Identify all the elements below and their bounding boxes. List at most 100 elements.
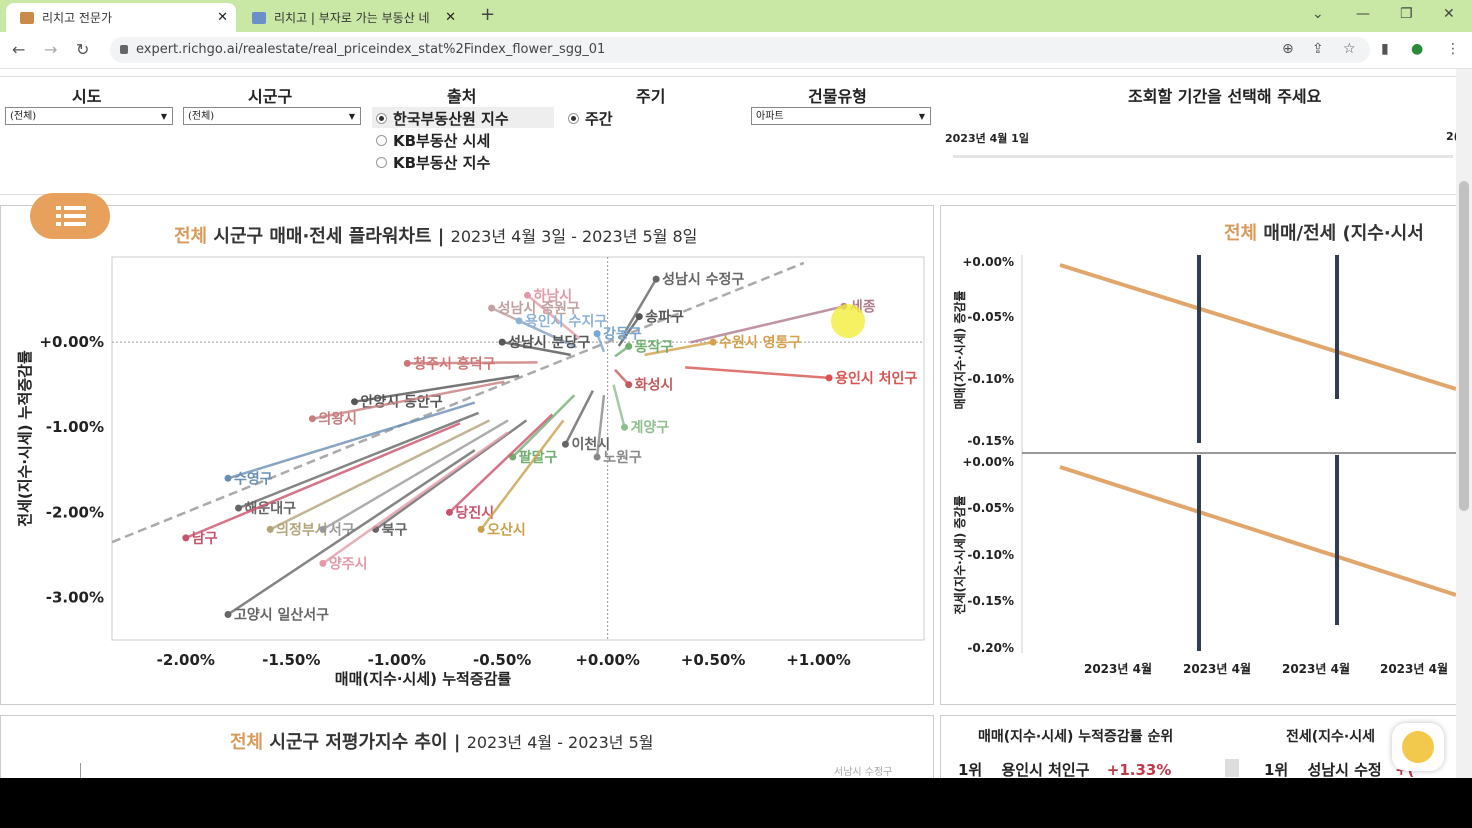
sido-select[interactable]: (전체) ▼ bbox=[5, 107, 173, 125]
series-line bbox=[185, 422, 461, 540]
share-icon[interactable]: ⇪ bbox=[1312, 41, 1324, 57]
minimize-icon[interactable]: — bbox=[1356, 6, 1370, 22]
series-line bbox=[617, 315, 641, 347]
list-icon bbox=[56, 206, 86, 226]
tab-title: 리치고 전문가 bbox=[42, 11, 113, 25]
sigungu-value: (전체) bbox=[188, 111, 215, 122]
point-label: 의정부시 bbox=[276, 521, 328, 538]
rank-scrollbar[interactable] bbox=[1225, 759, 1239, 777]
date-start: 2023년 4월 1일 bbox=[945, 132, 1029, 145]
title-highlight: 전체 bbox=[174, 226, 208, 247]
point-label: 계양구 bbox=[631, 420, 670, 436]
series-line bbox=[480, 419, 565, 531]
bottom-y-tick: -0.15% bbox=[967, 594, 1014, 608]
radio-label: 주간 bbox=[585, 110, 613, 128]
sale-rank-row[interactable]: 1위 용인시 처인구 +1.33% bbox=[958, 759, 1171, 778]
period-label: 주기 bbox=[636, 87, 666, 106]
point-label: 성남시 중원구 bbox=[498, 300, 580, 317]
building-value: 아파트 bbox=[756, 111, 784, 122]
title-separator: | bbox=[453, 732, 461, 753]
url-field[interactable]: expert.richgo.ai/realestate/real_pricein… bbox=[110, 37, 1370, 63]
series-line bbox=[354, 374, 520, 403]
rent-rank-row[interactable]: 1위 성남시 수정 +( bbox=[1264, 759, 1414, 778]
reload-icon[interactable]: ↻ bbox=[76, 40, 90, 59]
data-point bbox=[488, 304, 496, 312]
trend-line bbox=[111, 261, 805, 544]
trend-chart-title: 전체 매매/전세 (지수·시서 bbox=[1224, 219, 1424, 245]
sidepanel-icon[interactable]: ▮ bbox=[1381, 41, 1389, 57]
x-tick-label: 2023년 4월 bbox=[1380, 661, 1448, 676]
series-line bbox=[685, 366, 830, 380]
data-point bbox=[445, 508, 453, 516]
tab-search-chevron-icon[interactable]: ⌄ bbox=[1312, 6, 1324, 22]
chat-bot-avatar[interactable] bbox=[1392, 723, 1444, 771]
x-tick-label: +0.00% bbox=[575, 651, 640, 669]
x-tick-label: -2.00% bbox=[157, 651, 215, 669]
bottom-y-label: 전세(지수·시세) 증감률 bbox=[952, 495, 967, 614]
y-tick-label: -2.00% bbox=[46, 503, 104, 521]
point-label: 고양시 일산서구 bbox=[234, 606, 329, 623]
radio-checked-icon bbox=[568, 113, 579, 124]
period-radio-weekly[interactable]: 주간 bbox=[568, 108, 613, 129]
browser-tab-active[interactable]: 리치고 전문가 ✕ bbox=[6, 3, 236, 32]
point-label: 해운대구 bbox=[245, 501, 297, 517]
source-label: 출처 bbox=[447, 87, 477, 106]
point-label: 팔달구 bbox=[519, 449, 558, 466]
page-scrollbar-thumb[interactable] bbox=[1459, 181, 1469, 511]
source-radio-kb-price[interactable]: KB부동산 시세 bbox=[376, 130, 490, 151]
point-label: 청주시 흥덕구 bbox=[413, 355, 495, 372]
browser-tab[interactable]: 리치고 | 부자로 가는 부동산 네 ✕ bbox=[238, 3, 464, 32]
x-tick-label: -1.50% bbox=[262, 651, 320, 669]
dropdown-arrow-icon: ▼ bbox=[348, 112, 355, 121]
data-point bbox=[224, 610, 232, 618]
zoom-icon[interactable]: ⊕ bbox=[1282, 41, 1294, 57]
menu-kebab-icon[interactable]: ⋮ bbox=[1446, 41, 1460, 57]
y-tick-label: +0.00% bbox=[39, 333, 104, 351]
divider bbox=[0, 76, 1456, 77]
axis-line bbox=[80, 763, 81, 778]
sido-value: (전체) bbox=[10, 111, 37, 122]
close-tab-icon[interactable]: ✕ bbox=[445, 10, 456, 25]
forward-icon[interactable]: → bbox=[44, 40, 58, 59]
series-line bbox=[227, 401, 476, 480]
series-line bbox=[407, 361, 538, 365]
sigungu-select[interactable]: (전체) ▼ bbox=[183, 107, 361, 125]
title-subtitle: 2023년 4월 3일 - 2023년 5월 8일 bbox=[450, 227, 698, 246]
series-line bbox=[595, 394, 606, 458]
x-tick-label: 2023년 4월 bbox=[1282, 661, 1350, 676]
series-line bbox=[511, 394, 576, 458]
back-icon[interactable]: ← bbox=[12, 40, 26, 59]
source-radio-kb-index[interactable]: KB부동산 지수 bbox=[376, 152, 490, 173]
x-tick-label: +1.00% bbox=[786, 651, 851, 669]
radio-label: KB부동산 시세 bbox=[393, 132, 491, 150]
point-label: 북구 bbox=[382, 522, 408, 538]
series-line bbox=[623, 278, 658, 334]
date-range-slider[interactable] bbox=[953, 155, 1453, 158]
sale-trend-line bbox=[1059, 263, 1456, 391]
top-y-tick: -0.05% bbox=[967, 310, 1014, 324]
new-tab-icon[interactable]: + bbox=[480, 4, 496, 25]
point-label: 동작구 bbox=[635, 338, 674, 355]
point-label: 수원시 영통구 bbox=[719, 334, 801, 351]
point-label: 성남시 분당구 bbox=[508, 334, 590, 351]
point-label: 노원구 bbox=[603, 450, 642, 466]
bottom-y-tick: -0.20% bbox=[967, 641, 1014, 655]
rank-number: 1위 bbox=[1264, 761, 1289, 778]
source-radio-reb[interactable]: 한국부동산원 지수 bbox=[376, 108, 509, 129]
bookmark-star-icon[interactable]: ☆ bbox=[1343, 41, 1356, 57]
sigungu-label: 시군구 bbox=[248, 87, 293, 106]
title-separator: | bbox=[437, 226, 445, 247]
rank-name: 용인시 처인구 bbox=[1001, 761, 1090, 778]
close-tab-icon[interactable]: ✕ bbox=[217, 10, 228, 25]
close-window-icon[interactable]: ✕ bbox=[1443, 6, 1455, 22]
series-line bbox=[644, 340, 714, 357]
data-point bbox=[523, 291, 531, 299]
profile-avatar-icon[interactable]: ● bbox=[1411, 41, 1424, 57]
building-select[interactable]: 아파트 ▼ bbox=[751, 107, 931, 125]
data-point bbox=[709, 338, 717, 346]
restore-icon[interactable]: ❐ bbox=[1400, 6, 1413, 22]
ranking-panel bbox=[940, 715, 1460, 778]
menu-button[interactable] bbox=[30, 193, 110, 239]
data-point bbox=[652, 275, 660, 283]
title-main: 시군구 저평가지수 추이 bbox=[269, 732, 448, 753]
